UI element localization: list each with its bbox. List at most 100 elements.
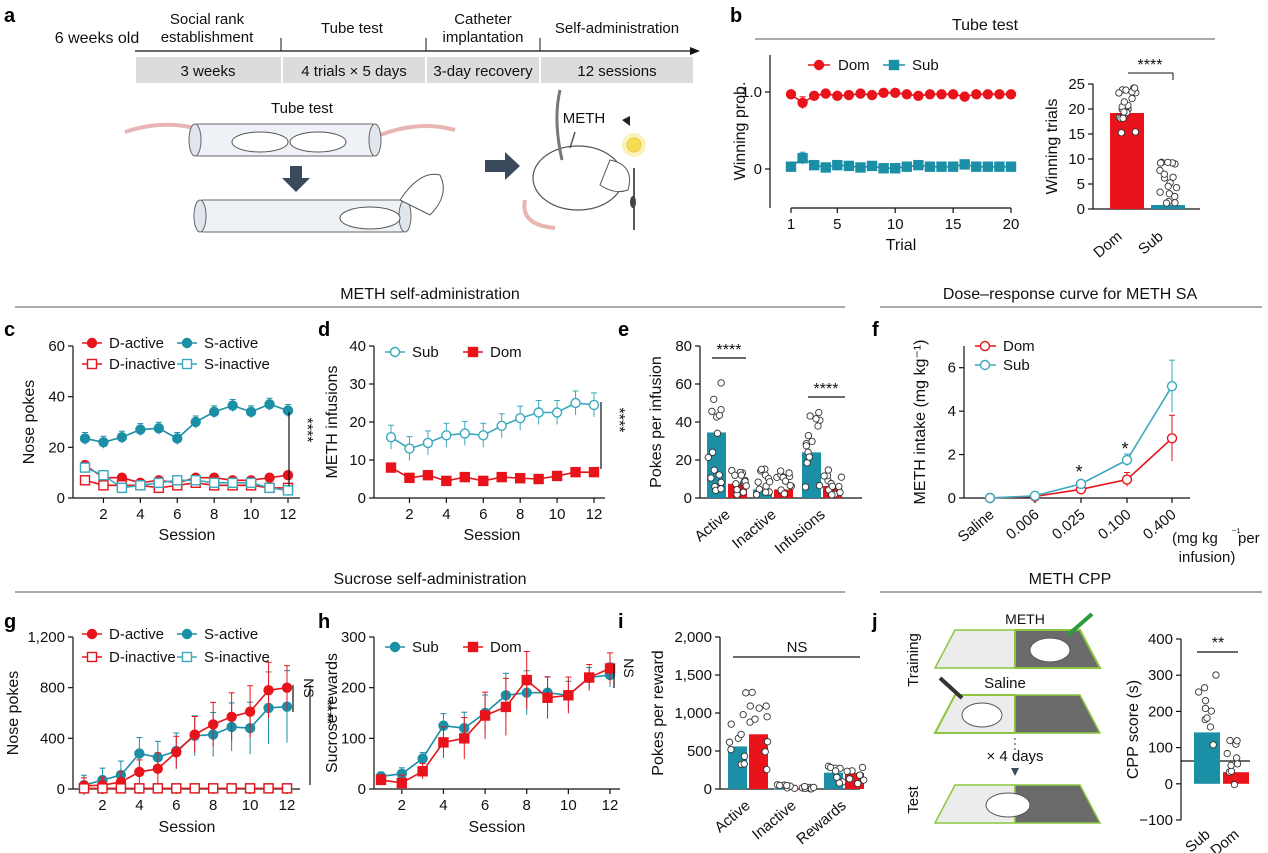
c-x-tick-label: 6: [173, 506, 181, 523]
b-sub-dot: [1164, 182, 1172, 190]
c-x-tick-label: 8: [210, 506, 218, 523]
b-dom-point: [982, 89, 994, 100]
b-dom-point: [797, 97, 808, 108]
f-x-tick-label: 0.025: [1049, 506, 1089, 543]
g-D-active-point: [134, 766, 145, 778]
g-D-inactive-point: [263, 783, 274, 794]
b-dom-point: [971, 89, 982, 100]
panel-label-h: h: [318, 611, 330, 633]
h-dom-point: [542, 692, 553, 703]
j-y-tick-label: −100: [1139, 812, 1173, 829]
c-S-inactive-point: [208, 477, 220, 488]
i-rewards-dom-dot: [843, 767, 851, 775]
e-x-tick-label: Infusions: [772, 506, 829, 558]
d-dom-point: [459, 471, 471, 483]
h-dom-point: [604, 663, 616, 674]
i-active-dom-dot: [763, 713, 771, 721]
b-sub-point: [959, 159, 970, 170]
e-inf-sub-dot: [815, 408, 823, 417]
legend-marker: [813, 59, 825, 71]
c-S-inactive-point: [172, 475, 183, 486]
legend-marker: [467, 346, 479, 358]
e-active-sub-dot: [704, 453, 712, 462]
d-dom-point: [478, 475, 489, 487]
h-legend: Sub Dom: [385, 639, 522, 656]
b-sub-point: [855, 162, 866, 173]
e-inactive-sub-dot: [752, 491, 761, 499]
d-x-tick-label: 4: [442, 506, 450, 523]
e-y-axis-label: Pokes per infusion: [648, 356, 665, 488]
g-D-inactive-point: [281, 783, 293, 794]
g-legend: D-active D-inactive S-active S-inactive: [82, 626, 270, 666]
cpp-meth-label: METH: [1005, 611, 1045, 627]
i-rewards-dom-dot: [856, 771, 864, 779]
i-inactive-dom-dot: [810, 783, 818, 792]
b-dom-point: [936, 89, 947, 100]
i-x-tick-label: Active: [711, 797, 753, 836]
d-y-tick-label: 10: [349, 452, 366, 469]
b-sub-dot: [1160, 170, 1168, 178]
i-bar-Inactive-Sub: [774, 788, 793, 790]
b-y-tick-label: 0: [754, 161, 762, 178]
duration-box-4: [541, 57, 693, 83]
h-y-tick-label: 300: [341, 629, 366, 646]
g-y-tick-label: 0: [57, 781, 65, 798]
g-x-tick-label: 6: [172, 797, 180, 814]
b-dom-point: [843, 89, 855, 101]
h-x-tick-label: 12: [602, 797, 619, 814]
f-sig-2: *: [1121, 439, 1128, 459]
d-dom-point: [551, 470, 563, 482]
h-x-axis-label: Session: [469, 819, 526, 836]
b-sub-dot: [1162, 199, 1171, 207]
i-active-dom-dot: [763, 765, 771, 774]
b-bar-y-tick-label: 10: [1068, 151, 1085, 168]
f-x-tick-label: 0.100: [1095, 506, 1135, 543]
cpp-training-label: Training: [905, 633, 922, 687]
h-dom-point: [521, 674, 532, 686]
f-dom-point: [1121, 474, 1133, 485]
e-inf-sub-dot: [801, 483, 810, 491]
e-inactive-dom-dot: [780, 490, 788, 498]
g-D-active-line: [83, 686, 288, 787]
c-x-tick-label: 4: [136, 506, 144, 523]
e-active-sub-dot: [710, 466, 718, 474]
h-y-axis-label: Sucrose rewards: [324, 653, 341, 773]
b-sub-point: [820, 162, 831, 173]
e-active-sub-dot: [708, 407, 716, 416]
b-dom-point: [855, 88, 866, 99]
c-S-inactive-point: [98, 470, 109, 481]
g-D-active-point: [244, 706, 256, 717]
c-S-inactive-point: [79, 462, 91, 473]
c-x-tick-label: 10: [243, 506, 260, 523]
b-sub-dot: [1156, 159, 1165, 167]
g-legend-D-active: D-active: [109, 626, 164, 643]
e-sig-1: ****: [717, 342, 742, 359]
b-x-tick-label: 20: [1003, 216, 1020, 233]
b-sub-point: [971, 161, 982, 172]
c-S-inactive-point: [282, 485, 294, 496]
h-sig: NS: [621, 658, 637, 677]
h-dom-point: [459, 733, 470, 744]
i-active-sub-dot: [742, 689, 750, 697]
c-legend-S-active: S-active: [204, 335, 258, 352]
f-y-tick-label: 6: [948, 360, 956, 377]
h-x-tick-label: 6: [481, 797, 489, 814]
f-legend-dom: Dom: [1003, 338, 1035, 355]
f-y-tick-label: 2: [948, 447, 956, 464]
panel-label-d: d: [318, 319, 330, 341]
e-active-sub-dot: [708, 448, 717, 456]
h-dom-point: [417, 766, 428, 777]
f-sig-1: *: [1075, 462, 1082, 482]
i-bar-Active-Dom: [749, 734, 768, 789]
g-D-inactive-point: [226, 783, 237, 794]
d-sub-point: [478, 430, 489, 441]
g-x-tick-label: 4: [135, 797, 143, 814]
title-f: Dose–response curve for METH SA: [943, 286, 1198, 303]
c-S-active-point: [245, 406, 257, 418]
i-y-tick-label: 1,000: [674, 705, 712, 722]
b-dom-point: [808, 90, 820, 102]
b-bar-x-tick-label: Sub: [1135, 228, 1166, 258]
legend-marker: [389, 346, 401, 358]
g-D-active-point: [263, 685, 274, 696]
title-j: METH CPP: [1029, 571, 1112, 588]
